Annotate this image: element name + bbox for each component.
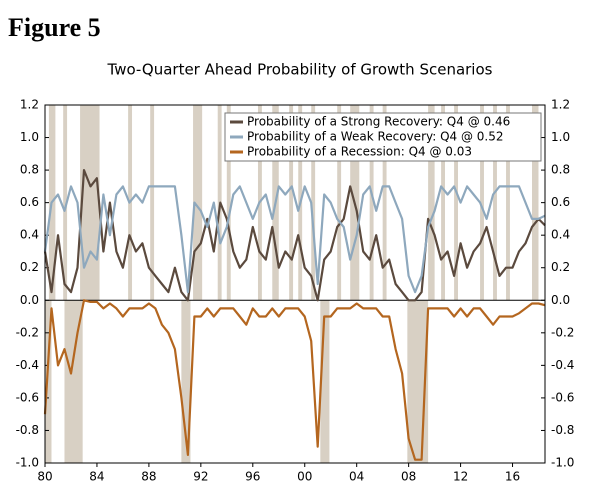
y-tick-label: 0.4: [20, 228, 39, 242]
shaded-period: [454, 105, 458, 301]
chart-title: Two-Quarter Ahead Probability of Growth …: [107, 61, 493, 79]
y-tick-label: -0.2: [16, 325, 39, 339]
shaded-period: [480, 105, 484, 301]
x-tick-label: 00: [297, 470, 312, 484]
y2-tick-label: -0.2: [551, 325, 574, 339]
y2-tick-label: 1.2: [551, 98, 570, 112]
shaded-period: [428, 105, 435, 301]
shaded-period: [64, 300, 83, 463]
x-tick-label: 04: [349, 470, 364, 484]
shaded-period: [181, 300, 191, 463]
legend-label: Probability of a Weak Recovery: Q4 @ 0.5…: [247, 130, 504, 144]
shaded-period: [506, 105, 510, 301]
x-tick-label: 84: [89, 470, 104, 484]
shaded-period: [226, 105, 231, 301]
shaded-period: [382, 105, 387, 301]
shaded-period: [150, 105, 155, 301]
legend-label: Probability of a Strong Recovery: Q4 @ 0…: [247, 115, 510, 129]
x-tick-label: 88: [141, 470, 156, 484]
y2-tick-label: 0.0: [551, 293, 570, 307]
y-tick-label: -1.0: [16, 456, 39, 470]
y2-tick-label: 1.0: [551, 130, 570, 144]
legend-box: [224, 112, 542, 162]
y-tick-label: 1.2: [20, 98, 39, 112]
shaded-period: [80, 105, 100, 301]
x-tick-label: 96: [245, 470, 260, 484]
legend-label: Probability of a Recession: Q4 @ 0.03: [247, 145, 472, 159]
plot-frame: [44, 104, 546, 464]
shaded-period: [45, 300, 52, 463]
y-tick-label: -0.8: [16, 423, 39, 437]
y2-tick-label: 0.8: [551, 163, 570, 177]
y2-tick-label: -0.4: [551, 358, 574, 372]
series-line: [43, 185, 546, 294]
y-tick-label: 0.8: [20, 163, 39, 177]
shaded-period: [532, 105, 539, 301]
x-tick-label: 16: [505, 470, 520, 484]
x-tick-label: 80: [37, 470, 52, 484]
y2-tick-label: 0.4: [551, 228, 570, 242]
shaded-period: [320, 300, 330, 463]
y2-tick-label: -0.8: [551, 423, 574, 437]
x-tick-label: 08: [401, 470, 416, 484]
x-tick-label: 92: [193, 470, 208, 484]
shaded-period: [493, 105, 497, 301]
shaded-period: [193, 105, 203, 301]
y2-tick-label: -0.6: [551, 390, 574, 404]
y-tick-label: 1.0: [20, 130, 39, 144]
series-line: [43, 169, 546, 302]
y-tick-label: 0.0: [20, 293, 39, 307]
shaded-period: [369, 105, 374, 301]
y-tick-label: -0.6: [16, 390, 39, 404]
series-line: [43, 299, 546, 461]
y2-tick-label: -1.0: [551, 456, 574, 470]
shaded-period: [63, 105, 68, 301]
y-tick-label: -0.4: [16, 358, 39, 372]
shaded-period: [311, 105, 316, 301]
y-tick-label: 0.2: [20, 260, 39, 274]
shaded-period: [337, 105, 342, 301]
shaded-period: [289, 105, 294, 301]
shaded-period: [441, 105, 445, 301]
y-tick-label: 0.6: [20, 195, 39, 209]
y2-tick-label: 0.6: [551, 195, 570, 209]
y2-tick-label: 0.2: [551, 260, 570, 274]
x-tick-label: 12: [453, 470, 468, 484]
figure-label: Figure 5: [8, 13, 101, 42]
